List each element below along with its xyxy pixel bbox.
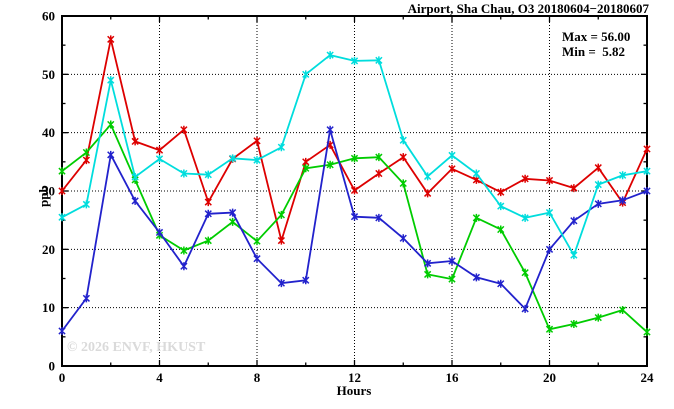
watermark: © 2026 ENVF, HKUST — [67, 340, 206, 355]
maxmin-annotation: Max = 56.00 Min = 5.82 — [562, 29, 630, 59]
x-tick-label: 16 — [446, 370, 460, 385]
y-axis-label: ppb — [36, 185, 51, 207]
y-tick-label: 30 — [42, 184, 55, 199]
series-green-markers — [58, 120, 651, 337]
tick-labels: 0 4 8 12 16 20 24 0 10 20 30 40 50 60 — [42, 9, 654, 386]
x-tick-label: 24 — [641, 370, 655, 385]
x-tick-label: 4 — [156, 370, 163, 385]
x-axis-label: Hours — [336, 383, 372, 398]
y-tick-label: 20 — [42, 242, 55, 257]
x-tick-label: 0 — [59, 370, 66, 385]
x-tick-label: 20 — [543, 370, 556, 385]
min-annotation: Min = 5.82 — [562, 44, 626, 59]
y-tick-label: 50 — [42, 67, 55, 82]
max-annotation: Max = 56.00 — [562, 29, 631, 44]
y-tick-label: 40 — [42, 125, 55, 140]
y-tick-label: 10 — [42, 300, 55, 315]
series-cyan-markers — [58, 51, 651, 260]
series-red-line — [58, 35, 651, 245]
x-tick-label: 12 — [348, 370, 361, 385]
series-blue-line — [58, 125, 651, 335]
x-tick-label: 8 — [254, 370, 261, 385]
y-tick-label: 60 — [42, 9, 55, 24]
y-tick-label: 0 — [49, 359, 56, 374]
series-red-markers — [58, 35, 651, 245]
series-cyan-line — [58, 51, 651, 260]
series-green-line — [58, 120, 651, 337]
series-blue-markers — [58, 125, 651, 335]
chart-title: Airport, Sha Chau, O3 20180604−20180607 — [407, 1, 649, 16]
